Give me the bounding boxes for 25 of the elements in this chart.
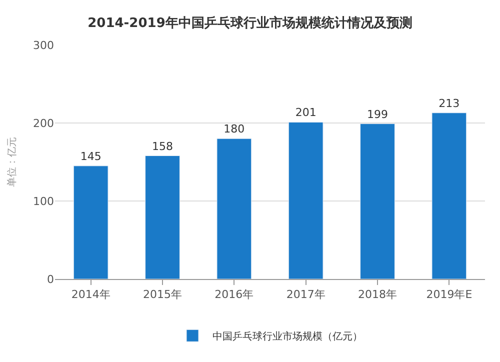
chart-title: 2014-2019年中国乒乓球行业市场规模统计情况及预测 (88, 15, 412, 32)
bar (288, 122, 324, 279)
bar (73, 166, 108, 279)
bar (360, 124, 395, 279)
y-tick-label: 100 (33, 194, 54, 208)
data-label: 158 (152, 140, 173, 153)
data-label: 180 (224, 122, 245, 136)
data-label: 213 (438, 96, 460, 110)
y-axis-title: 单位：亿元 (6, 137, 18, 187)
data-label: 145 (80, 150, 102, 163)
bar (432, 112, 467, 279)
data-label: 201 (295, 106, 316, 120)
legend-label: 中国乒乓球行业市场规模（亿元） (212, 330, 362, 343)
x-tick-label: 2018年 (358, 288, 397, 302)
x-tick-label: 2014年 (71, 288, 110, 302)
y-tick-label: 300 (33, 38, 54, 52)
y-tick-label: 0 (47, 272, 54, 286)
x-tick-label: 2017年 (286, 288, 326, 302)
x-tick-label: 2016年 (214, 288, 254, 302)
bar (216, 138, 252, 279)
data-label: 199 (367, 108, 388, 121)
y-tick-label: 200 (33, 116, 54, 130)
bar (145, 156, 180, 279)
x-tick-label: 2015年 (143, 288, 182, 302)
x-tick-label: 2019年E (426, 288, 472, 302)
